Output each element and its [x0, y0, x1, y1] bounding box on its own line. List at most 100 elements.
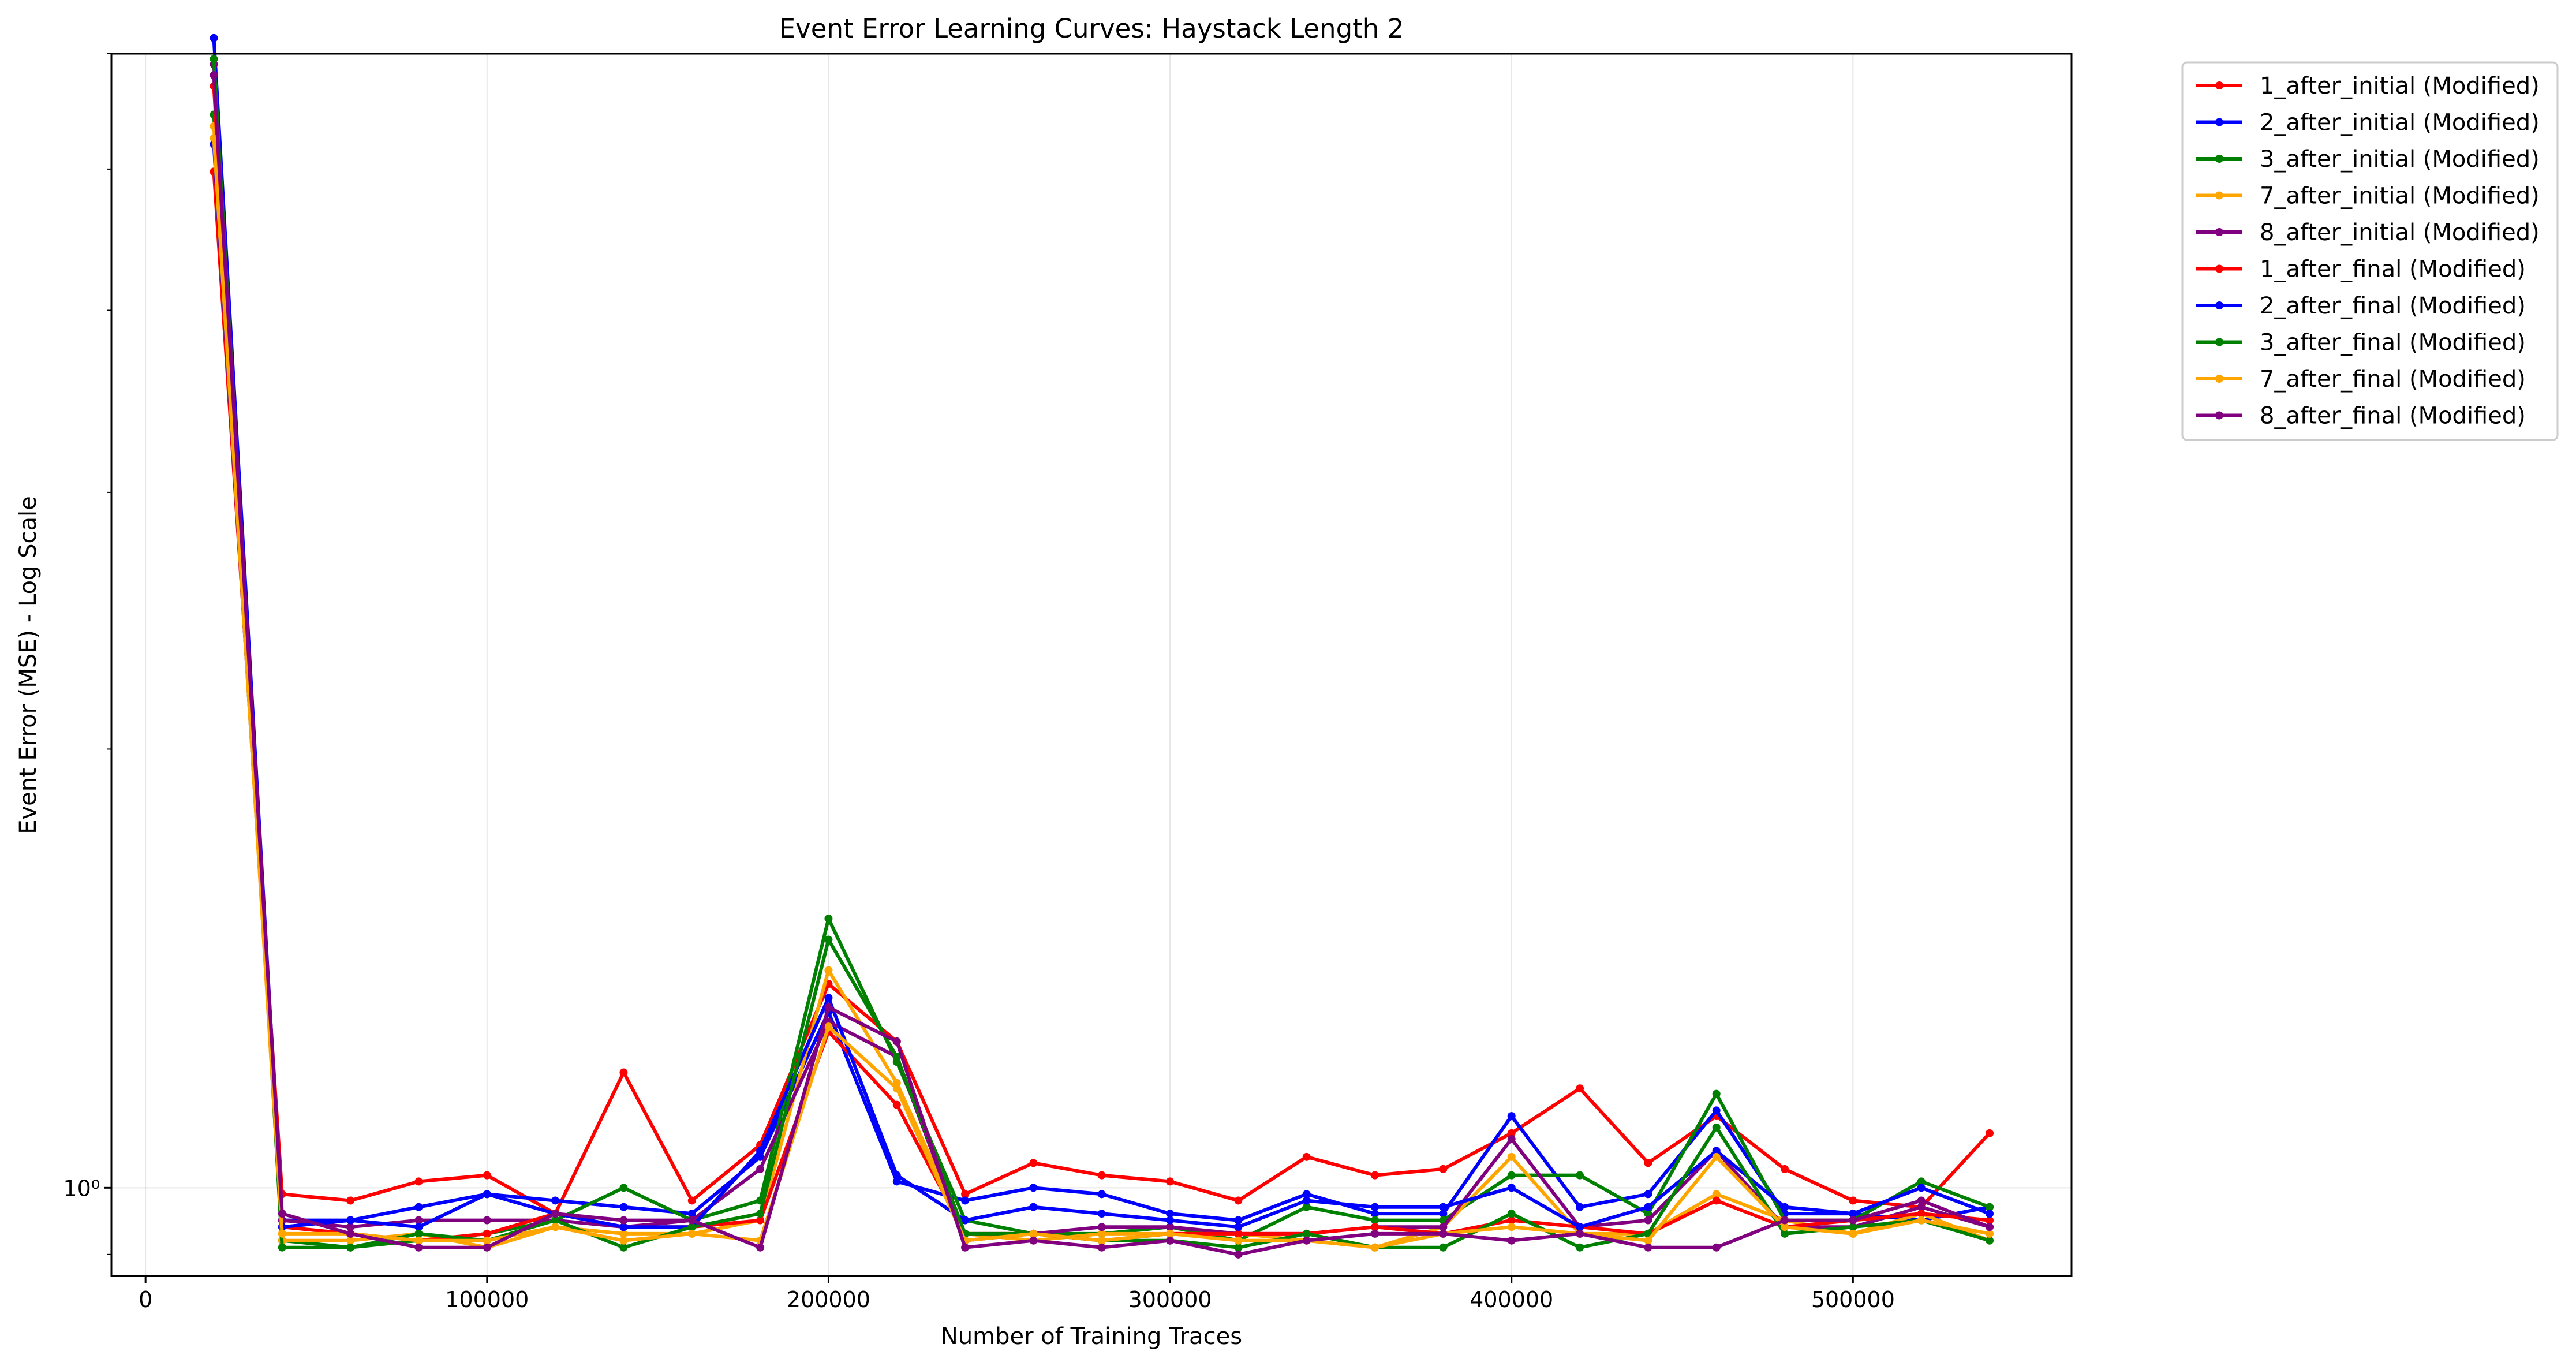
data-point: [1644, 1203, 1652, 1211]
legend-label: 3_after_final (Modified): [2260, 330, 2526, 356]
data-point: [1644, 1190, 1652, 1199]
data-point: [1097, 1223, 1106, 1231]
legend-entry: 3_after_initial (Modified): [2196, 146, 2540, 173]
data-point: [756, 1147, 765, 1155]
data-point: [1166, 1236, 1175, 1245]
data-point: [1986, 1223, 1994, 1231]
data-point: [687, 1216, 696, 1225]
data-point: [414, 1243, 423, 1252]
legend-entry: 7_after_final (Modified): [2196, 366, 2526, 393]
data-point: [1166, 1210, 1175, 1218]
data-point: [892, 1171, 901, 1180]
data-point: [1234, 1236, 1243, 1245]
legend-entry: 8_after_initial (Modified): [2196, 219, 2540, 246]
data-point: [824, 1022, 833, 1031]
data-point: [1097, 1243, 1106, 1252]
data-point: [1439, 1210, 1448, 1218]
legend-entry: 7_after_initial (Modified): [2196, 183, 2540, 210]
data-point: [1166, 1229, 1175, 1238]
data-point: [1507, 1112, 1516, 1121]
data-point: [1712, 1123, 1721, 1132]
data-point: [961, 1243, 970, 1252]
data-point: [1234, 1229, 1243, 1238]
data-point: [1371, 1171, 1379, 1180]
data-point: [1849, 1229, 1857, 1238]
data-point: [1849, 1210, 1857, 1218]
legend-marker: [2215, 81, 2223, 89]
data-point: [551, 1216, 560, 1225]
data-point: [824, 994, 833, 1002]
data-point: [1097, 1229, 1106, 1238]
data-point: [414, 1236, 423, 1245]
data-point: [483, 1216, 491, 1225]
data-point: [1234, 1216, 1243, 1225]
data-point: [1781, 1203, 1789, 1211]
data-point: [1576, 1223, 1584, 1231]
axis-ticks: 0 100000 200000 300000 400000 500000 10⁰: [63, 53, 1895, 1312]
data-point: [483, 1236, 491, 1245]
data-point: [346, 1196, 355, 1205]
data-point: [1781, 1165, 1789, 1173]
data-point: [1644, 1159, 1652, 1167]
data-point: [1371, 1223, 1379, 1231]
data-point: [1371, 1243, 1379, 1252]
data-point: [824, 935, 833, 944]
legend-entry: 3_after_final (Modified): [2196, 330, 2526, 356]
data-point: [1439, 1203, 1448, 1211]
data-point: [483, 1229, 491, 1238]
data-point: [1917, 1196, 1926, 1205]
data-point: [1507, 1171, 1516, 1180]
data-point: [1644, 1243, 1652, 1252]
data-point: [1371, 1229, 1379, 1238]
x-axis-label: Number of Training Traces: [941, 1323, 1242, 1350]
data-point: [278, 1229, 286, 1238]
legend-marker: [2215, 118, 2223, 126]
series-10: [210, 71, 1994, 1259]
legend-entry: 2_after_final (Modified): [2196, 293, 2526, 319]
data-point: [892, 1084, 901, 1093]
data-point: [1302, 1190, 1311, 1199]
data-point: [1712, 1089, 1721, 1098]
data-point: [1371, 1203, 1379, 1211]
data-point: [619, 1243, 628, 1252]
x-tick-label: 200000: [787, 1287, 870, 1312]
data-point: [619, 1216, 628, 1225]
data-point: [1917, 1177, 1926, 1186]
data-point: [961, 1216, 970, 1225]
data-point: [1576, 1243, 1584, 1252]
legend-label: 7_after_initial (Modified): [2260, 183, 2540, 210]
data-point: [1917, 1184, 1926, 1192]
legend-label: 8_after_final (Modified): [2260, 403, 2526, 430]
data-point: [551, 1223, 560, 1231]
data-point: [1849, 1196, 1857, 1205]
data-point: [1234, 1243, 1243, 1252]
data-point: [414, 1203, 423, 1211]
data-point: [1507, 1184, 1516, 1192]
data-point: [1371, 1216, 1379, 1225]
data-point: [1507, 1223, 1516, 1231]
data-point: [1712, 1106, 1721, 1115]
data-point: [1234, 1223, 1243, 1231]
data-point: [1576, 1084, 1584, 1093]
data-point: [1576, 1229, 1584, 1238]
data-point: [1507, 1236, 1516, 1245]
legend-entry: 8_after_final (Modified): [2196, 403, 2526, 430]
legend: 1_after_initial (Modified) 2_after_initia…: [2181, 61, 2559, 441]
data-point: [1029, 1203, 1038, 1211]
legend-marker: [2215, 301, 2223, 309]
data-point: [961, 1196, 970, 1205]
data-point: [1712, 1243, 1721, 1252]
data-point: [619, 1203, 628, 1211]
legend-marker: [2215, 375, 2223, 383]
data-point: [824, 966, 833, 975]
legend-label: 2_after_final (Modified): [2260, 293, 2526, 319]
data-point: [1781, 1223, 1789, 1231]
data-point: [824, 1003, 833, 1012]
data-point: [1507, 1129, 1516, 1137]
data-point: [1507, 1152, 1516, 1161]
data-point: [1986, 1203, 1994, 1211]
data-point: [210, 55, 218, 64]
data-point: [1371, 1210, 1379, 1218]
data-point: [1712, 1196, 1721, 1205]
